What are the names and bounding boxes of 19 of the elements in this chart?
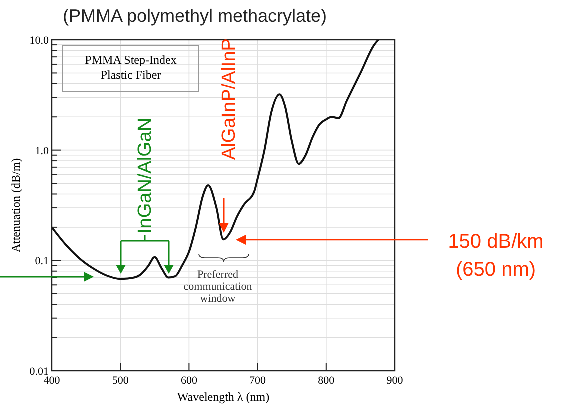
chart-title: (PMMA polymethyl methacrylate) [62, 6, 328, 26]
line-series [51, 39, 380, 280]
x-axis-title: Wavelength λ (nm) [177, 390, 270, 404]
annotation: Preferred communication window [184, 269, 253, 305]
x-tick-label: 500 [112, 375, 130, 387]
y-axis-title: Attenuation (dB/m) [9, 158, 23, 253]
annotation: InGaN/AlGaN [135, 118, 156, 234]
x-tick-label: 400 [44, 375, 61, 387]
x-tick-label: 600 [180, 375, 198, 387]
x-tick-label: 900 [386, 375, 404, 387]
x-tick-label: 700 [250, 375, 267, 387]
annotation: PMMA Step-Index Plastic Fiber [85, 53, 177, 82]
y-tick-label: 0.01 [30, 366, 49, 378]
y-tick-label: 10.0 [30, 35, 50, 47]
text: 150 dB/km (650 nm) [448, 231, 544, 281]
y-tick-label: 1.0 [35, 145, 50, 158]
annotation: AlGaInP/AlInP [219, 38, 240, 160]
x-tick-label: 800 [318, 375, 336, 387]
y-tick-label: 0.1 [35, 256, 49, 268]
